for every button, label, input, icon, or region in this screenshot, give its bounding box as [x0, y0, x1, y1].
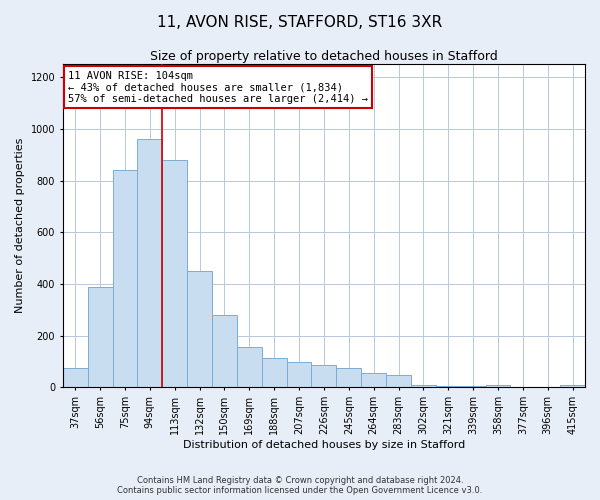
Text: 11 AVON RISE: 104sqm
← 43% of detached houses are smaller (1,834)
57% of semi-de: 11 AVON RISE: 104sqm ← 43% of detached h…	[68, 70, 368, 104]
Bar	[461, 386, 485, 388]
Bar	[113, 170, 137, 388]
Bar	[511, 386, 535, 388]
Bar	[436, 386, 461, 388]
Text: Contains HM Land Registry data © Crown copyright and database right 2024.
Contai: Contains HM Land Registry data © Crown c…	[118, 476, 482, 495]
Title: Size of property relative to detached houses in Stafford: Size of property relative to detached ho…	[150, 50, 498, 63]
Bar	[287, 362, 311, 388]
Y-axis label: Number of detached properties: Number of detached properties	[15, 138, 25, 314]
Bar	[311, 366, 337, 388]
Bar	[411, 385, 436, 388]
X-axis label: Distribution of detached houses by size in Stafford: Distribution of detached houses by size …	[183, 440, 465, 450]
Bar	[187, 271, 212, 388]
Bar	[535, 386, 560, 388]
Bar	[361, 373, 386, 388]
Bar	[137, 139, 162, 388]
Bar	[560, 386, 585, 388]
Bar	[237, 348, 262, 388]
Bar	[386, 374, 411, 388]
Bar	[337, 368, 361, 388]
Text: 11, AVON RISE, STAFFORD, ST16 3XR: 11, AVON RISE, STAFFORD, ST16 3XR	[157, 15, 443, 30]
Bar	[88, 286, 113, 388]
Bar	[485, 385, 511, 388]
Bar	[63, 368, 88, 388]
Bar	[262, 358, 287, 388]
Bar	[162, 160, 187, 388]
Bar	[212, 315, 237, 388]
